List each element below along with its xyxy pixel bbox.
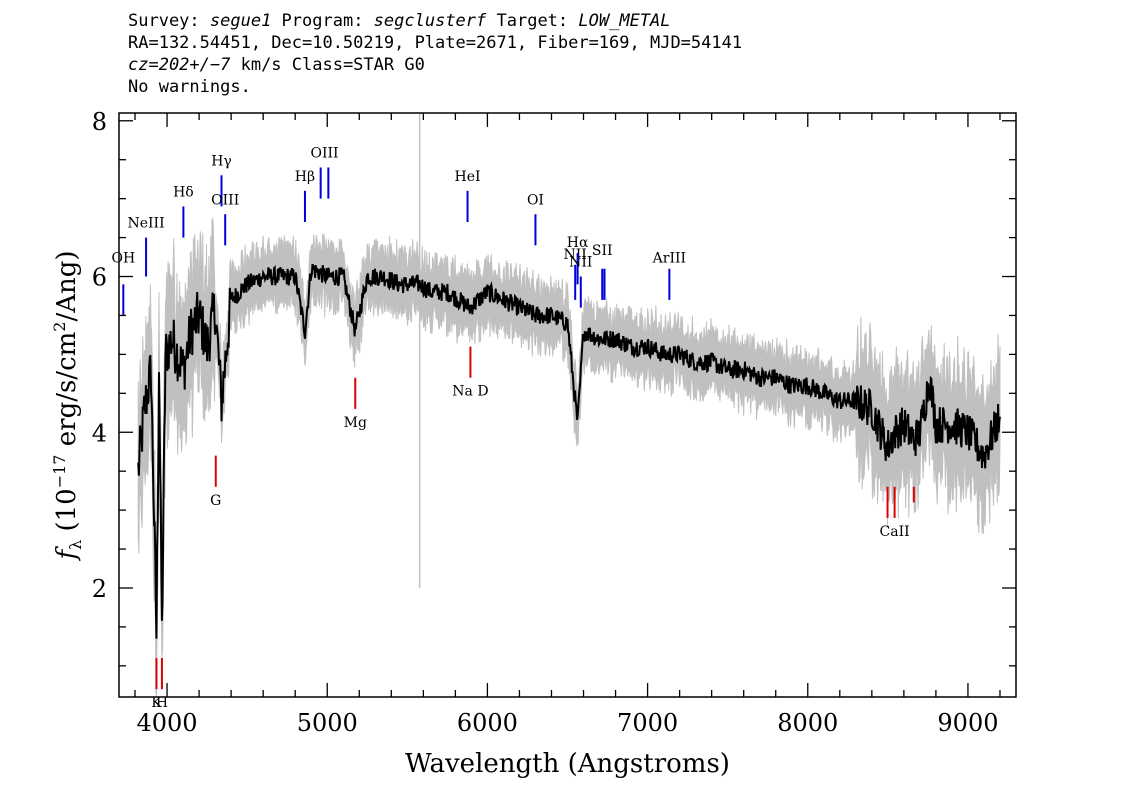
header-line-survey: Survey: segue1 Program: segclusterf Targ…	[128, 10, 742, 32]
class-value: km/s Class=STAR G0	[230, 55, 425, 75]
header-line-warnings: No warnings.	[128, 77, 251, 97]
emission-line-label: NII	[569, 255, 592, 271]
y-axis-label: fλ (10−17 erg/s/cm2/Ang)	[50, 250, 85, 561]
emission-line-label: Hγ	[211, 153, 232, 169]
y-tick-label: 6	[92, 264, 107, 292]
x-tick-label: 9000	[937, 709, 998, 737]
redshift-value: cz=202+/−7	[128, 55, 231, 75]
program-label: Program:	[271, 11, 374, 31]
emission-line-label: ArIII	[652, 251, 686, 267]
emission-line-label: OH	[111, 251, 135, 267]
header-line-redshift: cz=202+/−7 km/s Class=STAR G0	[128, 54, 742, 76]
x-axis-label: Wavelength (Angstroms)	[405, 749, 730, 779]
absorption-line-label: Na D	[452, 384, 488, 400]
plot-frame	[118, 112, 1017, 698]
program-value: segclusterf	[373, 11, 487, 31]
x-tick-label: 7000	[617, 709, 678, 737]
y-tick-label: 2	[92, 575, 107, 603]
x-tick-label: 4000	[137, 709, 198, 737]
target-value: LOW_METAL	[578, 11, 671, 31]
absorption-line-label: CaII	[880, 524, 910, 540]
y-tick-label: 8	[92, 108, 107, 136]
error-band	[137, 113, 1001, 698]
emission-line-label: Hδ	[173, 185, 194, 201]
emission-line-label: Hα	[567, 235, 589, 251]
survey-label: Survey:	[128, 11, 210, 31]
absorption-line-label: K	[151, 695, 162, 711]
y-tick-label: 4	[92, 419, 107, 447]
header-line-coords: RA=132.54451, Dec=10.50219, Plate=2671, …	[128, 33, 743, 53]
emission-line-label: Hβ	[295, 169, 315, 185]
emission-line-label: OIII	[211, 192, 239, 208]
emission-line-label: SII	[592, 243, 613, 259]
emission-line-label: NII	[564, 247, 587, 263]
target-label: Target:	[486, 11, 579, 31]
spectrum-header: Survey: segue1 Program: segclusterf Targ…	[128, 10, 742, 98]
y-axis-ticks: 2 4 6 8	[92, 108, 1016, 667]
emission-line-label: HeI	[455, 169, 481, 185]
emission-line-label: NeIII	[127, 216, 164, 232]
absorption-line-label: Mg	[344, 415, 367, 431]
flux-line	[137, 263, 1001, 639]
x-axis-ticks: 4000 5000 6000 7000 8000 9000	[134, 113, 1001, 737]
emission-line-label: OIII	[310, 146, 338, 162]
error-band-area	[137, 218, 1001, 698]
x-tick-label: 8000	[777, 709, 838, 737]
survey-value: segue1	[209, 11, 272, 31]
x-tick-label: 5000	[297, 709, 358, 737]
emission-line-label: OI	[527, 192, 544, 208]
x-tick-label: 6000	[457, 709, 518, 737]
absorption-line-label: H	[156, 695, 168, 711]
absorption-line-label: G	[210, 493, 221, 509]
